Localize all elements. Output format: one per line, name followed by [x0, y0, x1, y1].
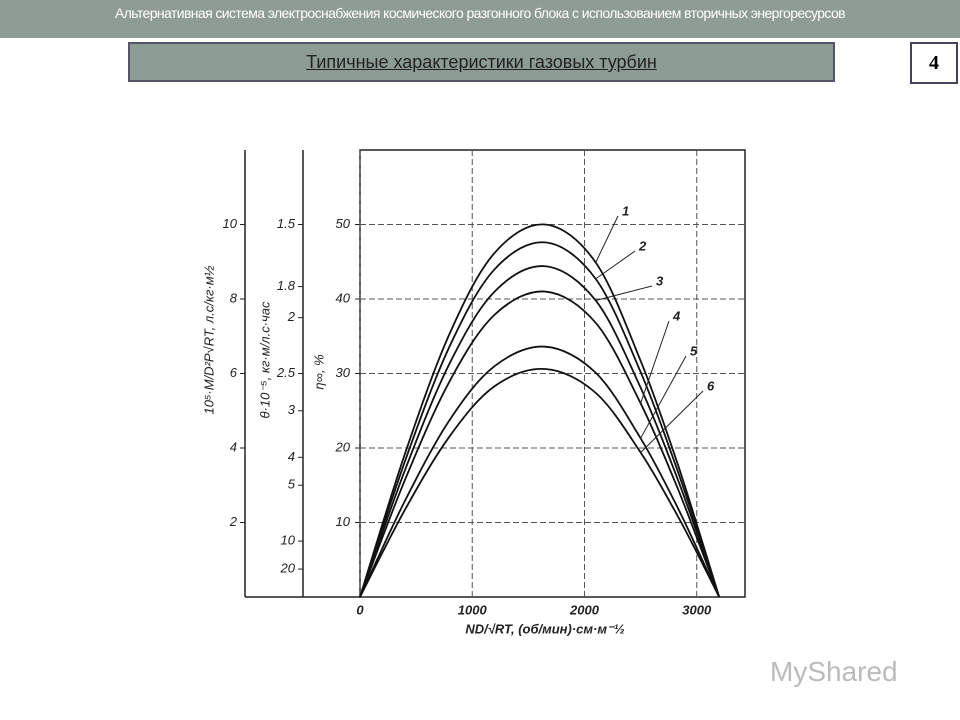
- y3-tick-label: 5: [288, 477, 296, 492]
- y3-tick-label: 2.5: [276, 365, 296, 380]
- series-line: [359, 368, 720, 598]
- series-label: 1: [622, 203, 629, 218]
- leader-line: [640, 320, 670, 404]
- y2-tick-label: 2: [229, 514, 238, 529]
- series-line: [359, 265, 721, 598]
- y3-tick-label: 20: [280, 561, 296, 576]
- leader-line: [640, 355, 687, 439]
- y2-tick-label: 10: [223, 216, 238, 231]
- y3-tick-label: 1.8: [277, 278, 296, 293]
- slide-number: 4: [910, 42, 958, 84]
- x-tick-label: 1000: [458, 602, 488, 617]
- series-line: [359, 223, 721, 598]
- y-tick-label: 30: [336, 365, 351, 380]
- series-label: 3: [656, 273, 664, 288]
- y3-tick-label: 3: [288, 402, 296, 417]
- y-tick-label: 20: [335, 439, 351, 454]
- y3-label: θ·10⁻⁵, кг·м/л.с·час: [257, 301, 272, 419]
- y3-tick-label: 10: [281, 533, 296, 548]
- series-label: 6: [707, 378, 715, 393]
- y3-tick-label: 1.5: [277, 216, 296, 231]
- slide-title: Типичные характеристики газовых турбин: [128, 42, 835, 82]
- leader-line: [595, 250, 636, 280]
- series-line: [359, 345, 721, 598]
- y-tick-label: 50: [336, 216, 351, 231]
- x-tick-label: 3000: [682, 602, 712, 617]
- series-label: 5: [690, 343, 698, 358]
- y-tick-label: 10: [336, 514, 351, 529]
- watermark: MyShared: [770, 656, 898, 687]
- x-tick-label: 0: [356, 602, 364, 617]
- leader-line: [640, 390, 704, 453]
- slide-header: Альтернативная система электроснабжения …: [0, 0, 960, 38]
- series-label: 2: [638, 238, 647, 253]
- series-label: 4: [672, 308, 681, 323]
- leader-line: [595, 215, 619, 263]
- series-line: [359, 290, 721, 598]
- y3-tick-label: 4: [288, 449, 295, 464]
- y2-tick-label: 8: [230, 290, 238, 305]
- y-tick-label: 40: [336, 290, 351, 305]
- x-label: ND/√RT, (об/мин)·см·м⁻½: [465, 621, 625, 636]
- x-tick-label: 2000: [569, 602, 600, 617]
- y3-tick-label: 2: [287, 309, 296, 324]
- y-label: η∞, %: [311, 354, 326, 389]
- y2-label: 10⁵·M/D²P√RT, л.с/кг·м½: [201, 265, 216, 414]
- series-line: [359, 241, 721, 598]
- y2-tick-label: 4: [230, 439, 237, 454]
- leader-line: [595, 285, 653, 301]
- y2-tick-label: 6: [230, 365, 238, 380]
